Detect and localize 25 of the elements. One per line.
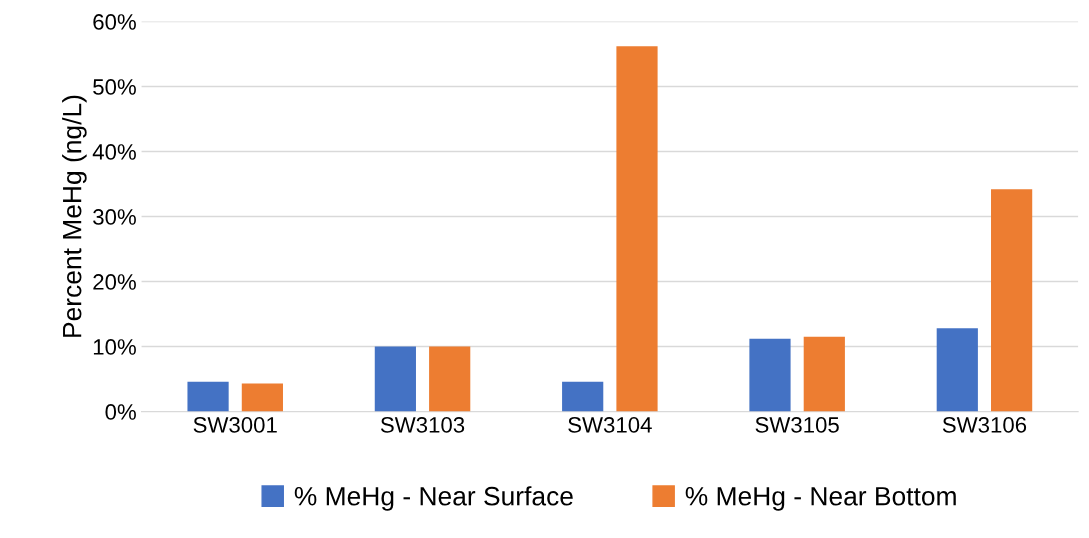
y-tick-label: 0% [105,404,136,420]
x-tick-label: SW3106 [942,417,1027,433]
bar [749,338,791,412]
x-tick-label: SW3001 [193,417,277,433]
bar [241,383,283,412]
y-tick-label: 50% [93,79,136,95]
x-tick-label: SW3105 [755,417,839,433]
y-tick-label: 60% [93,14,136,30]
bar [616,46,658,412]
x-tick-label: SW3103 [380,417,465,433]
y-axis-title: Percent MeHg (ng/L) [62,95,87,337]
y-tick-label: 10% [93,339,136,355]
bar [374,346,416,412]
y-tick-label: 20% [93,274,136,290]
bar [991,189,1033,412]
legend-label: % MeHg - Near Surface [294,486,573,511]
bar [187,381,229,412]
x-tick-label: SW3104 [568,417,652,433]
bar [429,346,471,412]
y-tick-label: 30% [93,209,136,225]
bar [803,336,845,412]
y-tick-label: 40% [92,144,136,160]
bar [936,328,978,412]
legend-label: % MeHg - Near Bottom [685,486,956,511]
bar [562,381,604,412]
